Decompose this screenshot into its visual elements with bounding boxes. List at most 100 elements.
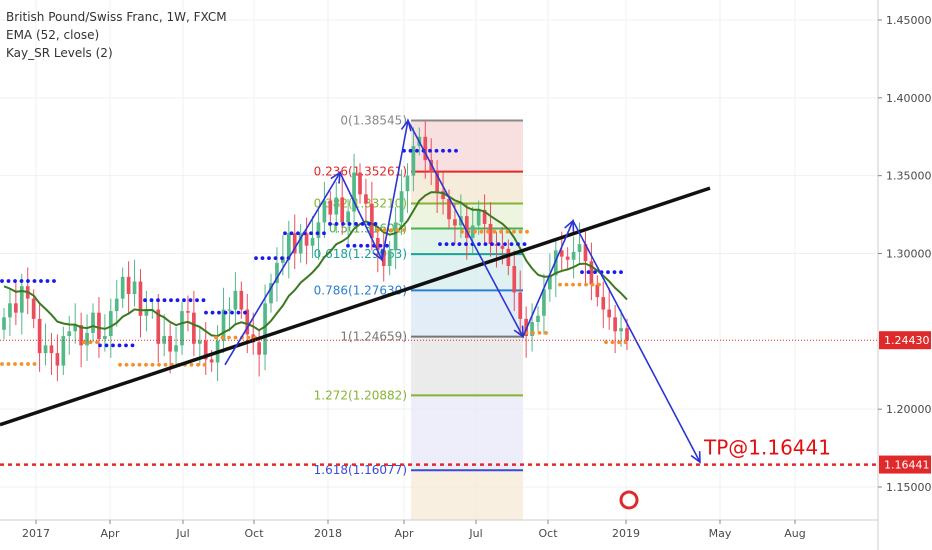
candle	[399, 191, 404, 223]
sr-dot	[45, 279, 50, 283]
sr-dot	[118, 362, 122, 367]
candle	[14, 303, 18, 313]
sr-dot	[201, 298, 206, 303]
arrow-head	[513, 325, 524, 339]
sr-dot	[175, 298, 180, 303]
sr-dot	[597, 282, 601, 287]
sr-dot	[619, 270, 623, 275]
sr-dot	[162, 298, 167, 303]
candle	[108, 311, 113, 337]
sr-dot	[296, 231, 300, 236]
candle	[589, 261, 594, 285]
candle	[180, 311, 184, 346]
sr-dot	[352, 243, 357, 248]
price-tag-label: 1.16441	[884, 459, 930, 472]
sr-dot	[243, 310, 247, 315]
sr-dot	[283, 231, 287, 236]
candle	[239, 290, 244, 310]
fib-level-label: 0(1.38545)	[340, 113, 407, 127]
fib-level-label: 0.786(1.27630)	[314, 283, 407, 297]
candle	[423, 136, 428, 161]
sr-dot	[117, 343, 122, 348]
candle	[114, 298, 119, 312]
sr-dot	[457, 242, 462, 247]
candle	[31, 298, 36, 319]
candle	[387, 250, 392, 266]
tp-annotation: TP@1.16441	[703, 436, 831, 460]
sr-dot	[604, 340, 608, 345]
sr-dot	[580, 270, 584, 275]
sr-dot	[111, 343, 115, 348]
drawings[interactable]: TP@1.16441	[0, 118, 878, 510]
sr-dot	[525, 229, 529, 234]
candle	[61, 336, 66, 366]
candle	[19, 286, 24, 313]
sr-dot	[577, 282, 582, 287]
sr-dot	[490, 242, 494, 247]
candle	[429, 160, 434, 173]
x-tick-label: Apr	[394, 527, 414, 540]
sr-dot	[334, 222, 339, 226]
candle	[607, 309, 612, 318]
candle	[292, 233, 297, 254]
candle	[595, 284, 600, 298]
sr-dot	[586, 270, 591, 275]
sr-dot	[385, 243, 389, 248]
sr-dot	[104, 343, 109, 348]
sr-dot	[214, 335, 218, 340]
sr-dot	[230, 310, 234, 315]
sr-dot	[415, 148, 419, 153]
candle	[43, 345, 48, 354]
sr-dot	[496, 242, 501, 247]
candle	[298, 233, 303, 254]
candle	[488, 223, 493, 245]
candle	[186, 311, 190, 313]
sr-dot	[13, 362, 17, 366]
candle	[494, 244, 499, 246]
candle	[518, 292, 523, 319]
fib-level-label: 1.272(1.20882)	[314, 388, 407, 402]
candle	[49, 345, 54, 354]
sr-dot	[389, 228, 393, 233]
sr-dot	[254, 256, 258, 261]
sr-dot	[346, 243, 350, 248]
fib-zone	[411, 395, 523, 471]
candle	[548, 275, 552, 290]
candle	[613, 317, 617, 332]
y-tick-label: 1.40000	[886, 92, 932, 105]
candle	[559, 250, 564, 257]
sr-dot	[438, 242, 442, 247]
sr-dot	[188, 298, 193, 303]
sr-dot	[88, 340, 93, 345]
sr-dot	[6, 362, 11, 366]
sr-dot	[428, 148, 432, 153]
candle	[482, 209, 487, 224]
sr-dot	[341, 222, 345, 226]
candle	[447, 199, 451, 220]
y-tick-label: 1.35000	[886, 170, 932, 183]
trendline[interactable]	[0, 186, 711, 427]
candle	[227, 309, 232, 311]
sr-dot	[182, 298, 186, 303]
sr-dot	[612, 270, 617, 275]
sr-dot	[98, 343, 102, 348]
candle	[97, 312, 101, 340]
candle	[625, 328, 629, 341]
candle	[168, 336, 172, 352]
arrow-head	[400, 118, 412, 132]
candle	[73, 325, 78, 332]
candle	[79, 325, 83, 346]
sr-dot	[124, 343, 128, 348]
sr-dot	[144, 362, 148, 367]
candle	[8, 303, 12, 318]
sr-dot	[564, 282, 569, 287]
sr-dot	[267, 256, 271, 261]
sr-dot	[26, 362, 30, 366]
candle	[346, 211, 350, 223]
sr-dot	[13, 279, 17, 283]
sr-dot	[0, 362, 4, 366]
candle	[304, 233, 309, 246]
candle	[275, 262, 279, 284]
candle	[37, 318, 42, 354]
